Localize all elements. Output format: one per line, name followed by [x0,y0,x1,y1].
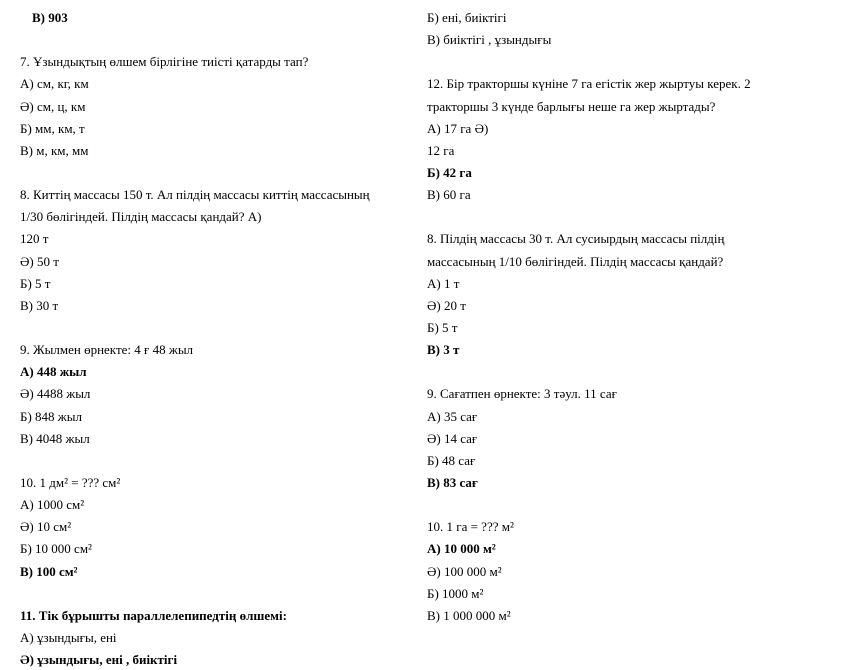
r-q8-b: Б) 5 т [427,318,818,338]
r-q9-text: 9. Сағатпен өрнекте: 3 тәул. 11 сағ [427,384,818,404]
q8-e: Ә) 50 т [20,252,411,272]
r-q10-v: В) 1 000 000 м² [427,606,818,626]
q7-text: 7. Ұзындықтың өлшем бірлігіне тиісті қат… [20,52,411,72]
q10-e: Ә) 10 см² [20,517,411,537]
q11-a: А) ұзындығы, ені [20,628,411,648]
q10-v: В) 100 см² [20,562,411,582]
q8-a: 120 т [20,229,411,249]
r-top-v: В) биіктігі , ұзындығы [427,30,818,50]
q9-a: А) 448 жыл [20,362,411,382]
r-q8-a: А) 1 т [427,274,818,294]
q10-b: Б) 10 000 см² [20,539,411,559]
r-q10-b: Б) 1000 м² [427,584,818,604]
answer-top: В) 903 [20,8,411,28]
r-q8-line2: массасының 1/10 бөлігіндей. Пілдің масса… [427,252,818,272]
q10-a: А) 1000 см² [20,495,411,515]
q12-line1: 12. Бір тракторшы күніне 7 га егістік же… [427,74,818,94]
q12-line2: тракторшы 3 күнде барлығы неше га жер жы… [427,97,818,117]
q9-e: Ә) 4488 жыл [20,384,411,404]
r-q8-v: В) 3 т [427,340,818,360]
r-q8-line1: 8. Пілдің массасы 30 т. Ал сусиырдың мас… [427,229,818,249]
r-q10-text: 10. 1 га = ??? м² [427,517,818,537]
r-q10-e: Ә) 100 000 м² [427,562,818,582]
right-column: Б) ені, биіктігі В) биіктігі , ұзындығы … [427,8,834,587]
r-q9-a: А) 35 сағ [427,407,818,427]
q12-v: В) 60 га [427,185,818,205]
q8-line1: 8. Киттің массасы 150 т. Ал пілдің масса… [20,185,411,205]
q8-b: Б) 5 т [20,274,411,294]
q7-b: Б) мм, км, т [20,119,411,139]
q11-e: Ә) ұзындығы, ені , биіктігі [20,650,411,670]
r-q10-a: А) 10 000 м² [427,539,818,559]
q12-aextra: 12 га [427,141,818,161]
q10-text: 10. 1 дм² = ??? см² [20,473,411,493]
q9-b: Б) 848 жыл [20,407,411,427]
q11-text: 11. Тік бұрышты параллелепипедтің өлшемі… [20,606,411,626]
r-q9-e: Ә) 14 сағ [427,429,818,449]
left-column: В) 903 7. Ұзындықтың өлшем бірлігіне тиі… [20,8,427,587]
q9-text: 9. Жылмен өрнекте: 4 ғ 48 жыл [20,340,411,360]
r-q9-v: В) 83 сағ [427,473,818,493]
q8-line2: 1/30 бөлігіндей. Пілдің массасы қандай? … [20,207,411,227]
q7-e: Ә) см, ц, км [20,97,411,117]
q8-v: В) 30 т [20,296,411,316]
r-q9-b: Б) 48 сағ [427,451,818,471]
q12-a: А) 17 га Ә) [427,119,818,139]
q12-b: Б) 42 га [427,163,818,183]
q7-a: А) см, кг, км [20,74,411,94]
page: В) 903 7. Ұзындықтың өлшем бірлігіне тиі… [0,0,842,595]
q7-v: В) м, км, мм [20,141,411,161]
r-top-b: Б) ені, биіктігі [427,8,818,28]
r-q8-e: Ә) 20 т [427,296,818,316]
q9-v: В) 4048 жыл [20,429,411,449]
